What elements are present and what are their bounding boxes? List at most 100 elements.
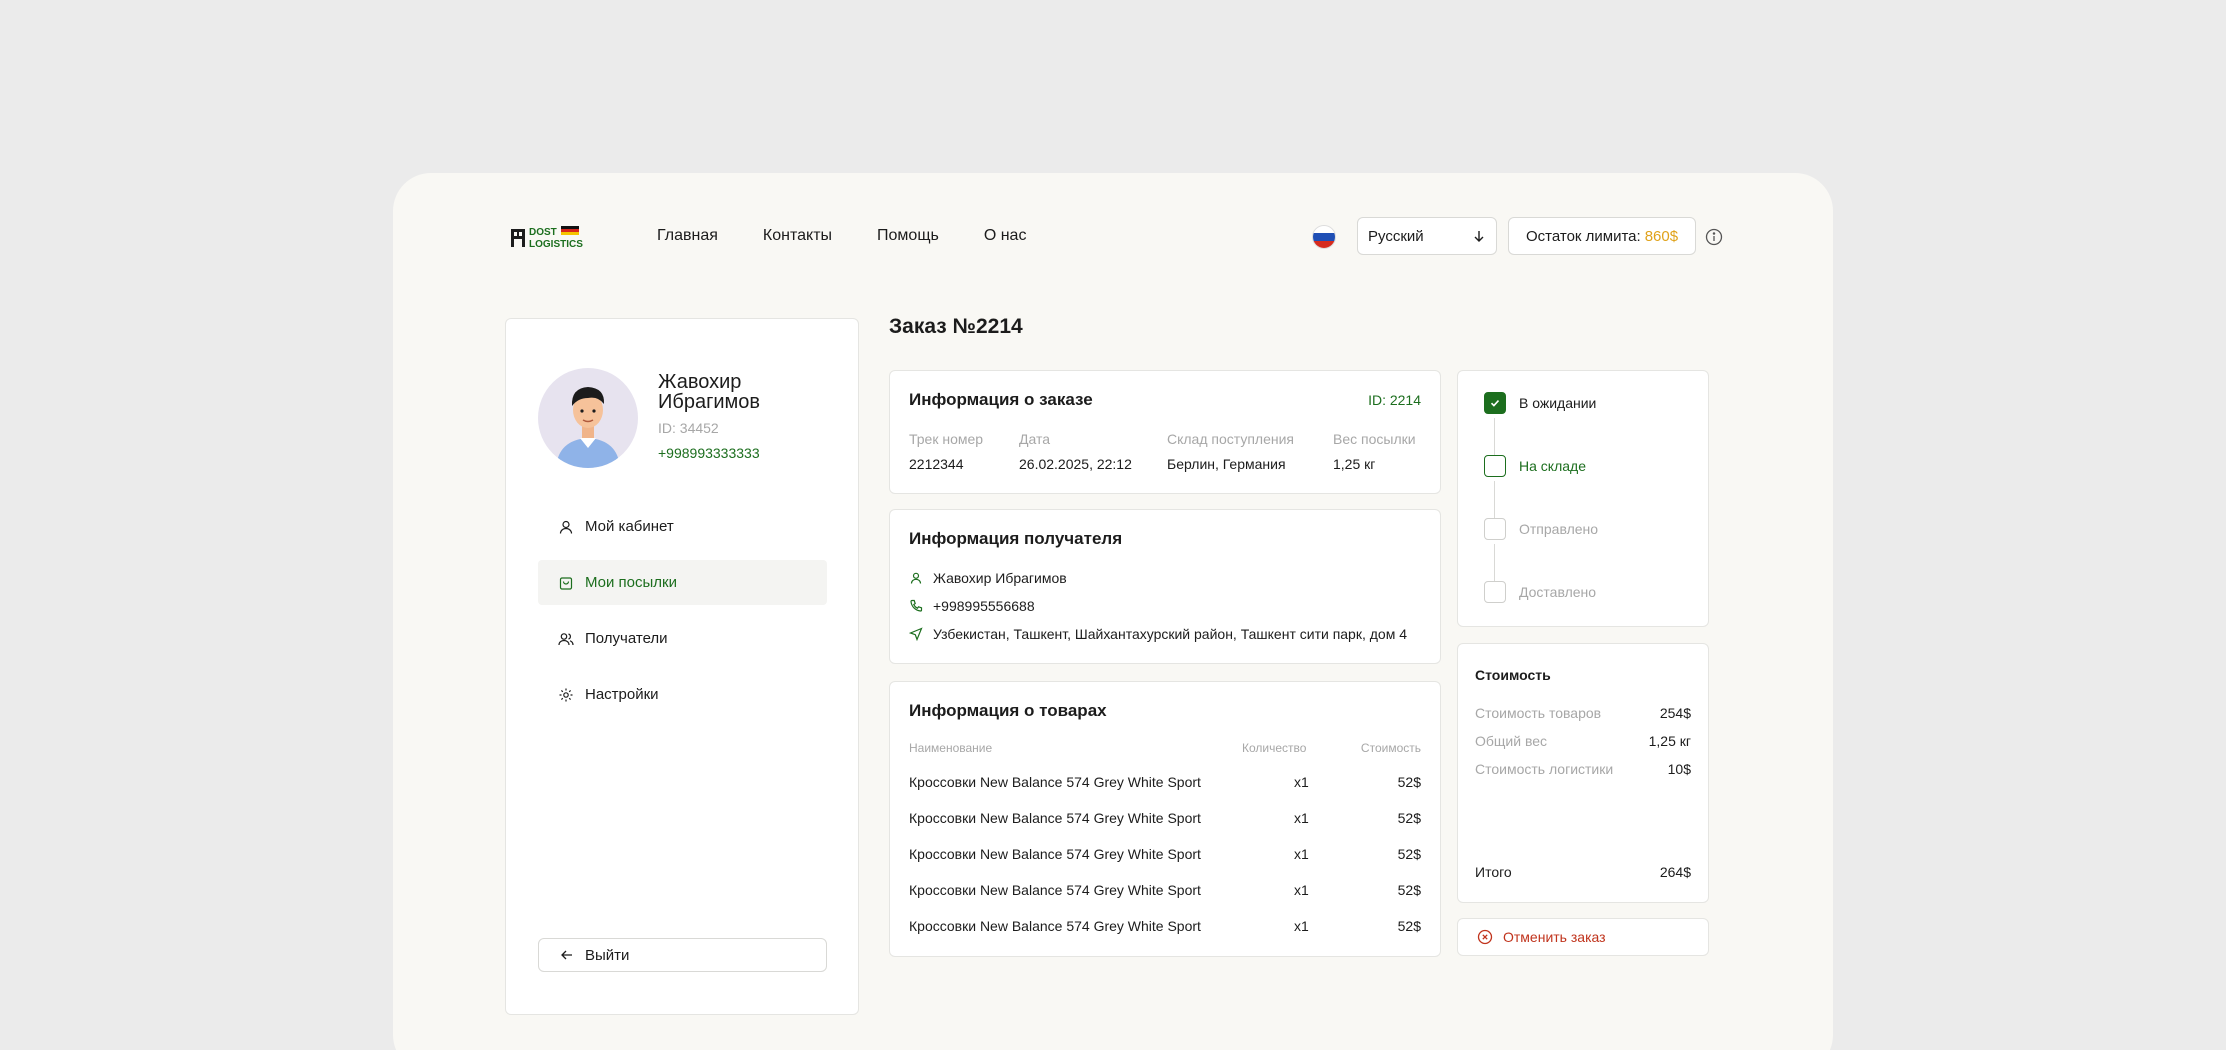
total-value: 264$ [1659,864,1691,880]
recipient-name-row: Жавохир Ибрагимов [909,570,1067,586]
status-label: Доставлено [1519,584,1597,600]
goods-card: Информация о товарах Наименование Количе… [889,681,1441,957]
recipient-address: Узбекистан, Ташкент, Шайхантахурский рай… [933,626,1408,642]
check-icon [1484,392,1506,414]
language-value: Русский [1368,227,1424,245]
item-price: 52$ [1397,810,1421,826]
sidebar-item-label: Мой кабинет [585,518,674,535]
item-name: Кроссовки New Balance 574 Grey White Spo… [909,774,1201,790]
item-qty: x1 [1294,774,1309,790]
user-phone: +998993333333 [658,445,760,461]
cost-label: Общий вес [1475,733,1548,749]
location-arrow-icon [909,627,923,641]
item-price: 52$ [1397,774,1421,790]
order-id: ID: 2214 [1368,392,1421,408]
recipient-card: Информация получателя Жавохир Ибрагимов … [889,509,1441,664]
user-name: Жавохир Ибрагимов [658,371,761,413]
cancel-order-button[interactable]: Отменить заказ [1457,918,1709,956]
table-row: Кроссовки New Balance 574 Grey White Spo… [909,882,1421,902]
main-nav: Главная Контакты Помощь О нас [657,226,1071,246]
cost-title: Стоимость [1475,667,1551,683]
nav-contacts[interactable]: Контакты [762,227,833,244]
user-id: ID: 34452 [658,420,719,436]
table-row: Кроссовки New Balance 574 Grey White Spo… [909,774,1421,794]
field-value: 1,25 кг [1333,456,1376,472]
item-qty: x1 [1294,846,1309,862]
nav-help[interactable]: Помощь [877,227,939,244]
cost-label: Стоимость логистики [1475,761,1614,777]
cost-value: 10$ [1667,761,1691,777]
recipient-phone: +998995556688 [933,598,1035,614]
users-icon [558,632,574,645]
cost-card: Стоимость Стоимость товаров 254$ Общий в… [1457,643,1709,903]
field-value: 26.02.2025, 22:12 [1019,456,1132,472]
nav-home[interactable]: Главная [657,227,718,244]
column-header-qty: Количество [1242,741,1307,755]
order-info-card: Информация о заказе ID: 2214 Трек номер … [889,370,1441,494]
status-connector [1494,544,1495,584]
item-name: Кроссовки New Balance 574 Grey White Spo… [909,810,1201,826]
item-name: Кроссовки New Balance 574 Grey White Spo… [909,846,1201,862]
sidebar: Жавохир Ибрагимов ID: 34452 +99899333333… [505,318,859,1015]
recipient-title: Информация получателя [909,529,1123,548]
track-number-field: Трек номер 2212344 [909,431,983,472]
status-card: В ожидании На складе Отправлено Доставле… [1457,370,1709,627]
svg-text:LOGISTICS: LOGISTICS [529,239,583,250]
language-select[interactable]: Русский [1357,217,1497,255]
table-row: Кроссовки New Balance 574 Grey White Spo… [909,810,1421,830]
sidebar-menu: Мой кабинет Мои посылки Получатели Настр… [538,504,827,728]
status-connector [1494,418,1495,458]
item-qty: x1 [1294,882,1309,898]
cost-row: Стоимость логистики 10$ [1475,761,1691,777]
status-label: Отправлено [1519,521,1599,537]
table-row: Кроссовки New Balance 574 Grey White Spo… [909,918,1421,938]
limit-amount: 860$ [1644,227,1679,245]
status-connector [1494,481,1495,521]
arrow-down-icon [1474,231,1484,242]
app-window: DOST LOGISTICS Главная Контакты Помощь О… [393,173,1833,1050]
field-label: Трек номер [909,431,984,447]
status-step-delivered: Доставлено [1484,581,1596,603]
user-icon [910,572,922,584]
column-header-name: Наименование [909,741,993,755]
sidebar-item-label: Получатели [585,630,668,647]
brand-logo[interactable]: DOST LOGISTICS [509,223,583,251]
svg-text:DOST: DOST [529,227,557,238]
weight-field: Вес посылки 1,25 кг [1333,431,1416,472]
status-label: В ожидании [1519,395,1597,411]
cost-row: Общий вес 1,25 кг [1475,733,1691,749]
cost-total-row: Итого 264$ [1475,864,1691,880]
sidebar-item-label: Настройки [585,686,659,703]
item-qty: x1 [1294,810,1309,826]
logout-button[interactable]: Выйти [538,938,827,972]
item-qty: x1 [1294,918,1309,934]
sidebar-item-recipients[interactable]: Получатели [538,616,827,661]
item-price: 52$ [1397,918,1421,934]
checkbox-icon [1484,455,1506,477]
column-header-price: Стоимость [1360,741,1421,755]
gear-icon [559,688,573,701]
sidebar-item-cabinet[interactable]: Мой кабинет [538,504,827,549]
cost-value: 1,25 кг [1648,733,1691,749]
status-step-warehouse: На складе [1484,455,1586,477]
avatar [538,368,638,468]
status-label: На складе [1519,458,1586,474]
close-circle-icon [1477,929,1493,945]
checkbox-icon [1484,518,1506,540]
table-row: Кроссовки New Balance 574 Grey White Spo… [909,846,1421,866]
item-name: Кроссовки New Balance 574 Grey White Spo… [909,918,1201,934]
status-step-waiting: В ожидании [1484,392,1596,414]
info-icon[interactable] [1705,228,1723,246]
limit-label: Остаток лимита: [1526,227,1641,245]
sidebar-item-parcels[interactable]: Мои посылки [538,560,827,605]
user-icon [559,520,573,534]
bag-icon [559,576,573,590]
arrow-left-icon [561,950,572,960]
warehouse-field: Склад поступления Берлин, Германия [1167,431,1294,472]
field-value: Берлин, Германия [1167,456,1286,472]
item-price: 52$ [1397,846,1421,862]
nav-about[interactable]: О нас [983,227,1027,244]
item-name: Кроссовки New Balance 574 Grey White Spo… [909,882,1201,898]
sidebar-item-settings[interactable]: Настройки [538,672,827,717]
recipient-phone-row: +998995556688 [909,598,1035,614]
